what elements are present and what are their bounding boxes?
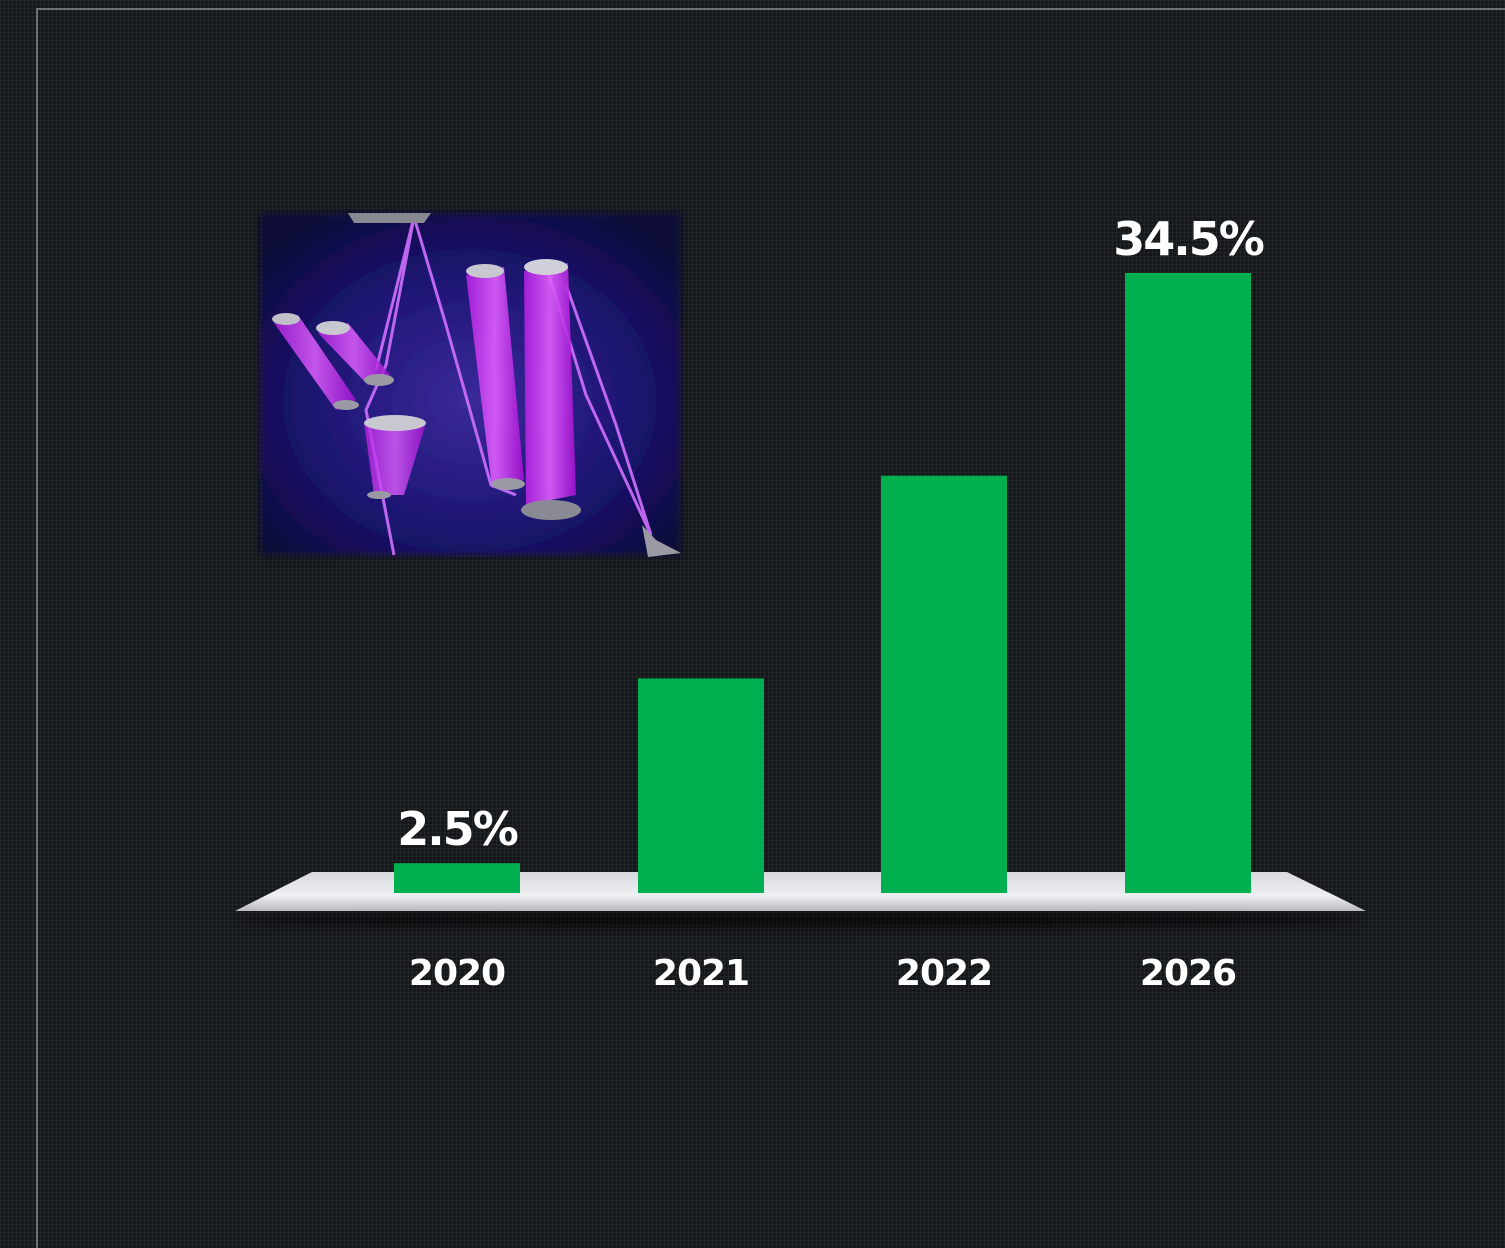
data-label-2020: 2.5%	[397, 802, 517, 856]
laser-optics-illustration	[260, 213, 681, 557]
bar-2026	[1125, 273, 1251, 893]
slide-frame	[36, 8, 1505, 1248]
x-tick-label-2026: 2026	[1140, 953, 1236, 994]
bar-2020	[394, 863, 520, 893]
x-tick-label-2021: 2021	[653, 953, 749, 994]
bar-2022	[881, 475, 1007, 893]
x-tick-label-2020: 2020	[409, 953, 505, 994]
bar-2021	[638, 678, 764, 893]
data-label-2026: 34.5%	[1113, 212, 1263, 266]
x-tick-label-2022: 2022	[896, 953, 992, 994]
